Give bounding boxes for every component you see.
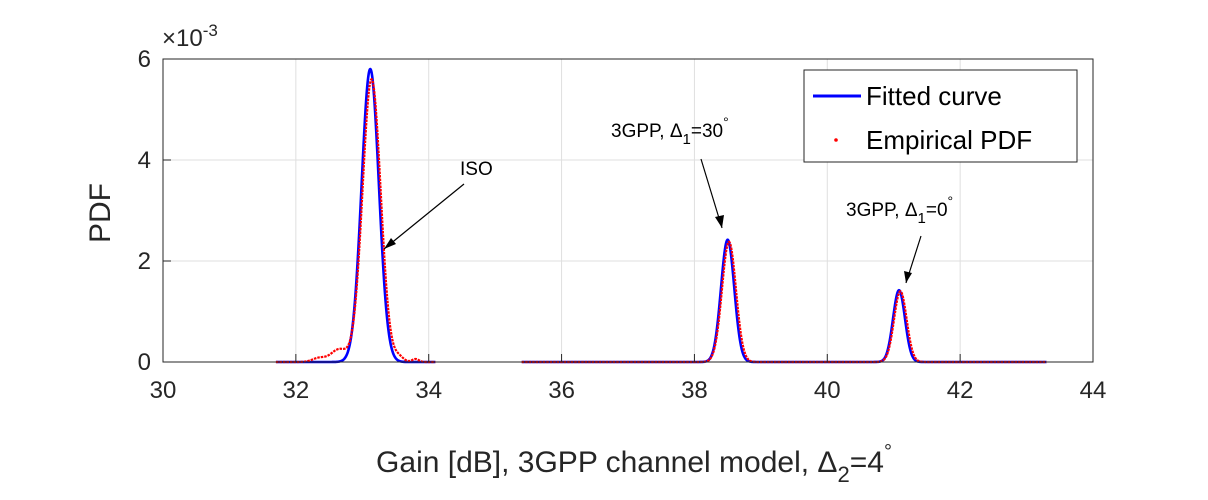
legend-label-empirical: Empirical PDF: [866, 125, 1032, 155]
x-tick-label: 40: [814, 377, 841, 404]
plot-frame: [162, 58, 1094, 363]
x-tick-label: 34: [415, 377, 442, 404]
fitted-curve-3gpp30: [521, 238, 821, 364]
x-tick-label: 32: [283, 377, 310, 404]
arrowhead-3gpp-0: [904, 271, 912, 283]
y-tick-label: 4: [138, 147, 151, 174]
annotation-3gpp-30: 3GPP, Δ1=30°: [611, 114, 729, 148]
x-tick-label: 38: [681, 377, 708, 404]
x-tick-label: 30: [150, 377, 177, 404]
annotations: ISO 3GPP, Δ1=30° 3GPP, Δ1=0°: [383, 114, 953, 284]
x-tick-label: 36: [548, 377, 575, 404]
y-tick-label: 2: [138, 248, 151, 275]
empirical-pdf-3gpp0: [820, 290, 1047, 364]
arrowhead-3gpp-30: [715, 215, 724, 228]
annotation-iso: ISO: [460, 159, 493, 180]
arrow-iso: [383, 183, 465, 250]
y-tick-label: 0: [138, 349, 151, 376]
legend: Fitted curve Empirical PDF: [803, 69, 1078, 163]
y-axis-label: PDF: [84, 183, 117, 243]
arrowhead-iso: [384, 238, 396, 249]
fitted-curve-3gpp0: [820, 288, 1047, 364]
y-exponent-label: ×10-3: [162, 21, 218, 52]
legend-dot-empirical: [834, 138, 838, 142]
y-tick-label: 6: [138, 46, 151, 73]
fitted-curve-iso: [275, 67, 436, 364]
x-axis-label: Gain [dB], 3GPP channel model, Δ2=4°: [376, 441, 892, 487]
empirical-pdf-iso: [275, 77, 436, 364]
annotation-3gpp-0: 3GPP, Δ1=0°: [846, 193, 953, 227]
legend-box: [803, 69, 1078, 163]
x-tick-label: 42: [947, 377, 974, 404]
empirical-pdf-3gpp30: [521, 240, 821, 364]
legend-label-fitted: Fitted curve: [866, 81, 1002, 111]
x-tick-label: 44: [1080, 377, 1107, 404]
tick-layer: 30 32 34 36 38 40 42 44 0 2 4 6: [138, 46, 1107, 404]
